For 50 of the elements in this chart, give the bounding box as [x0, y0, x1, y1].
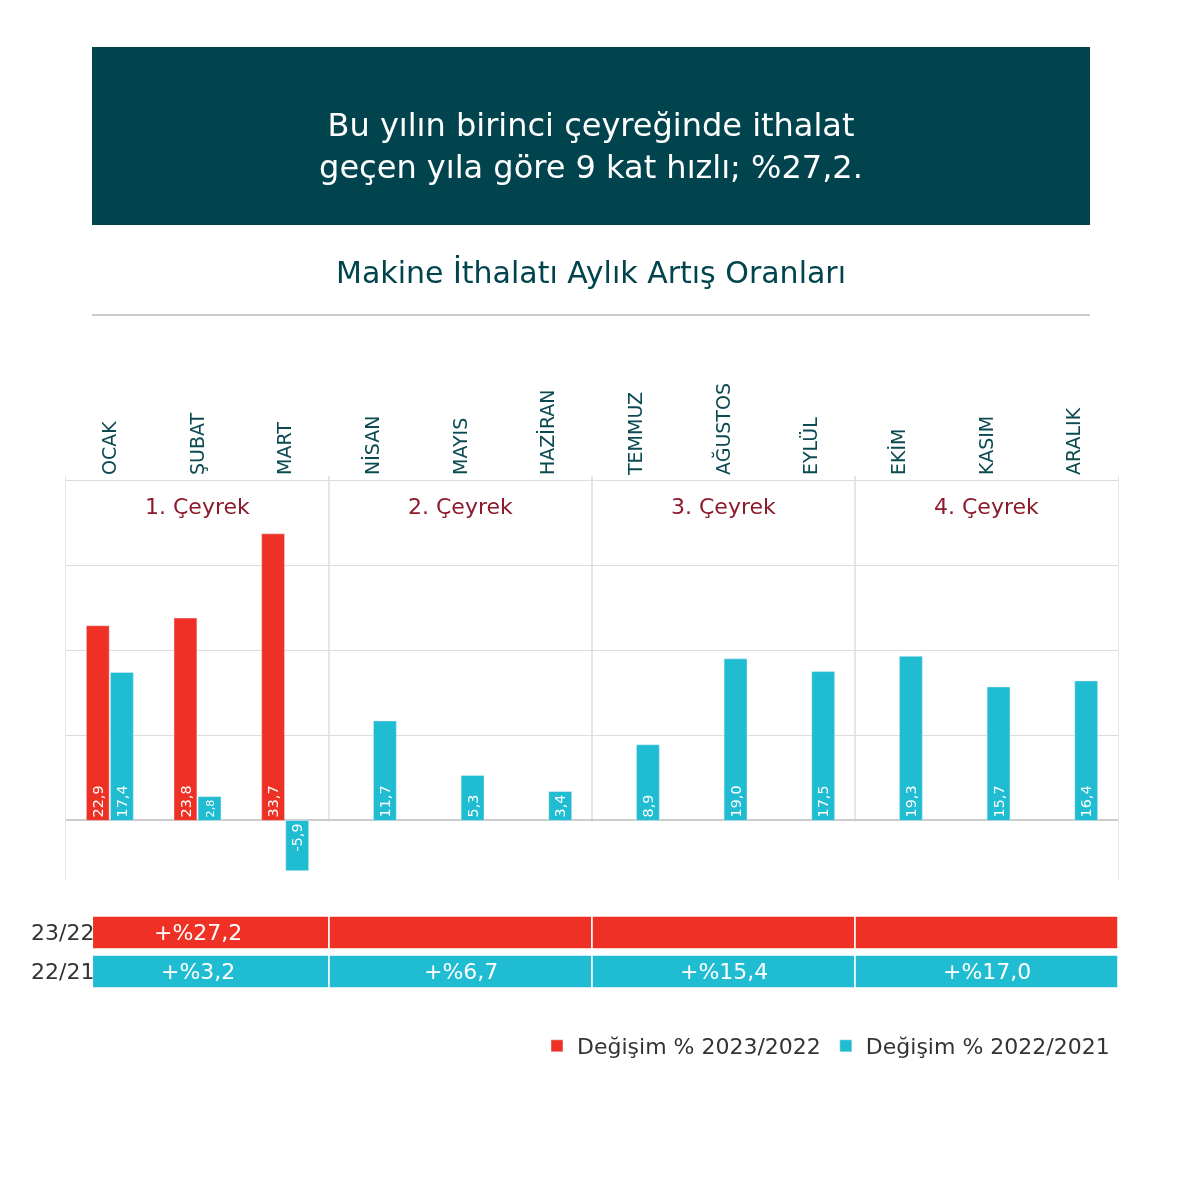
- data-label: 5,3: [464, 794, 481, 818]
- bar: [373, 720, 397, 821]
- annotation: 4. Çeyrek: [934, 494, 1039, 519]
- x-tick-label: KASIM: [974, 415, 997, 475]
- data-label: 11,7: [376, 785, 393, 818]
- x-tick-label: OCAK: [98, 420, 121, 475]
- data-label: 8,9: [639, 794, 656, 818]
- x-tick-label: NİSAN: [361, 415, 383, 475]
- data-label: 22,9: [89, 785, 106, 818]
- data-label: 2,8: [203, 799, 217, 818]
- annotation: 1. Çeyrek: [145, 494, 250, 519]
- data-label: 16,4: [1078, 785, 1095, 818]
- text: +%3,2: [161, 959, 236, 984]
- data-label: 23,8: [177, 785, 194, 818]
- text: +%17,0: [943, 959, 1032, 984]
- legend-label: Değişim % 2023/2022: [577, 1034, 821, 1060]
- x-tick-label: TEMMUZ: [624, 392, 647, 476]
- bar: [1074, 680, 1098, 821]
- data-label: 19,0: [727, 785, 744, 818]
- text: +%6,7: [424, 959, 499, 984]
- chart-title: Bu yılın birinci çeyreğinde ithalat geçen yıla göre 9 kat hızlı; %27,2.: [319, 106, 863, 186]
- x-tick-label: AĞUSTOS: [710, 383, 734, 475]
- data-label: 17,5: [815, 785, 832, 818]
- x-tick-label: MART: [273, 421, 296, 475]
- text: 23/22: [31, 920, 95, 945]
- text: +%15,4: [680, 959, 769, 984]
- bar: [723, 658, 748, 821]
- x-tick-label: EKİM: [887, 428, 910, 475]
- data-label: 3,4: [552, 794, 569, 818]
- data-label: 19,3: [902, 785, 919, 818]
- data-label: 33,7: [265, 785, 282, 818]
- bar: [986, 686, 1011, 821]
- x-tick-label: ARALIK: [1062, 407, 1085, 475]
- data-label: 17,4: [113, 785, 130, 818]
- annotation: 2. Çeyrek: [408, 494, 513, 519]
- chart-subtitle: Makine İthalatı Aylık Artış Oranları: [336, 255, 847, 290]
- bar: [899, 656, 923, 821]
- annotation: 3. Çeyrek: [671, 494, 776, 519]
- bar: [636, 744, 660, 821]
- data-label: -5,9: [289, 823, 306, 852]
- text: 22/21: [31, 959, 95, 984]
- x-tick-label: HAZİRAN: [536, 389, 559, 475]
- data-label: 15,7: [990, 785, 1007, 818]
- x-tick-label: MAYIS: [448, 417, 471, 475]
- x-tick-label: EYLÜL: [799, 416, 822, 475]
- x-tick-label: ŞUBAT: [185, 412, 208, 475]
- text: +%27,2: [154, 920, 243, 945]
- bar: [811, 671, 835, 821]
- bar: [460, 775, 485, 821]
- legend-label: Değişim % 2022/2021: [865, 1034, 1110, 1060]
